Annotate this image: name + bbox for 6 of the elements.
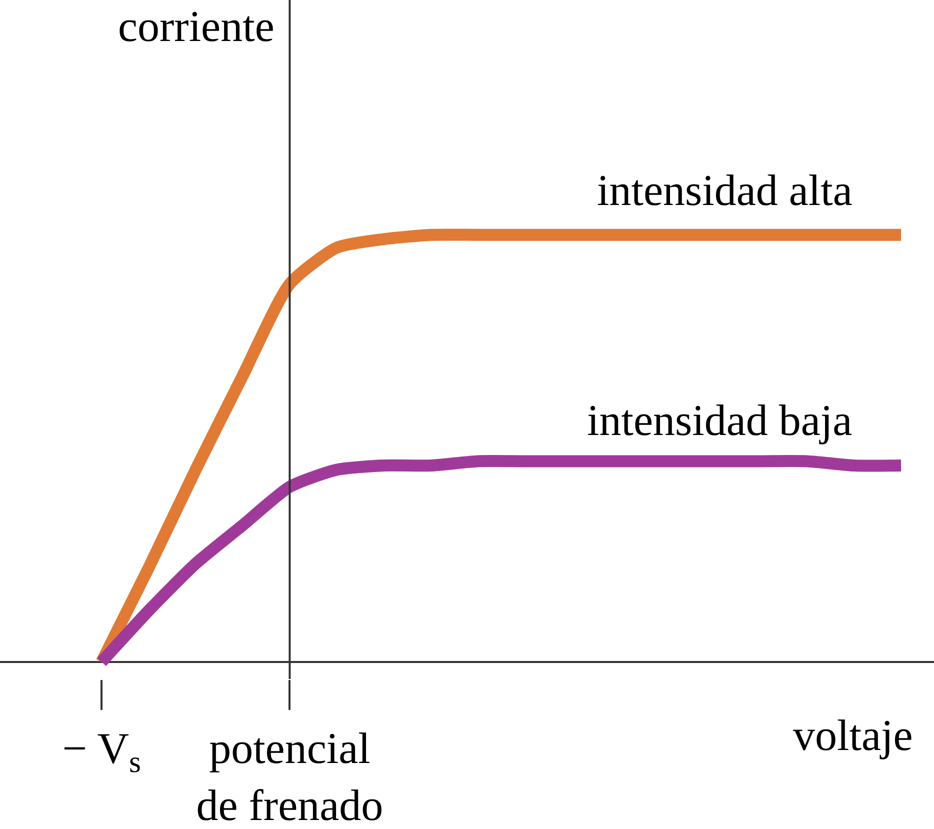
y-axis-title: corriente <box>118 2 274 51</box>
series-label: intensidad alta <box>597 166 852 215</box>
x-tick-label: potencial de frenado <box>196 724 384 829</box>
x-tick-label: − V$_{s}$ <box>62 724 141 780</box>
series-label: intensidad baja <box>587 396 852 445</box>
x-axis-title: voltaje <box>793 711 913 760</box>
